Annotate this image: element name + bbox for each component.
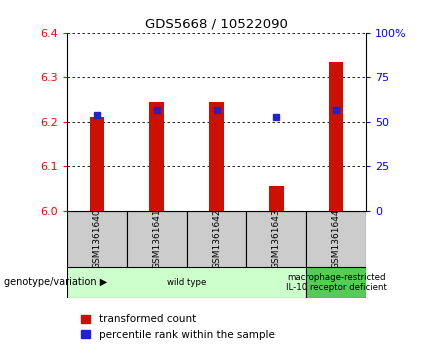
Bar	[90, 117, 104, 211]
Bar	[187, 211, 246, 267]
Text: macrophage-restricted
IL-10 receptor deficient: macrophage-restricted IL-10 receptor def…	[286, 273, 386, 292]
Title: GDS5668 / 10522090: GDS5668 / 10522090	[145, 17, 288, 30]
Bar	[246, 211, 306, 267]
Text: GSM1361643: GSM1361643	[272, 208, 281, 269]
Bar	[127, 211, 187, 267]
Bar	[306, 211, 366, 267]
Bar	[269, 186, 284, 211]
Text: genotype/variation ▶: genotype/variation ▶	[4, 277, 107, 287]
Text: wild type: wild type	[167, 278, 206, 287]
Bar	[209, 102, 224, 211]
Text: GSM1361641: GSM1361641	[152, 208, 161, 269]
Bar	[149, 102, 164, 211]
Text: GSM1361644: GSM1361644	[332, 208, 340, 269]
Bar	[306, 267, 366, 298]
Bar	[67, 267, 306, 298]
Bar	[67, 211, 127, 267]
Legend: transformed count, percentile rank within the sample: transformed count, percentile rank withi…	[81, 314, 275, 340]
Text: GSM1361642: GSM1361642	[212, 208, 221, 269]
Bar	[329, 62, 343, 211]
Text: GSM1361640: GSM1361640	[93, 208, 101, 269]
